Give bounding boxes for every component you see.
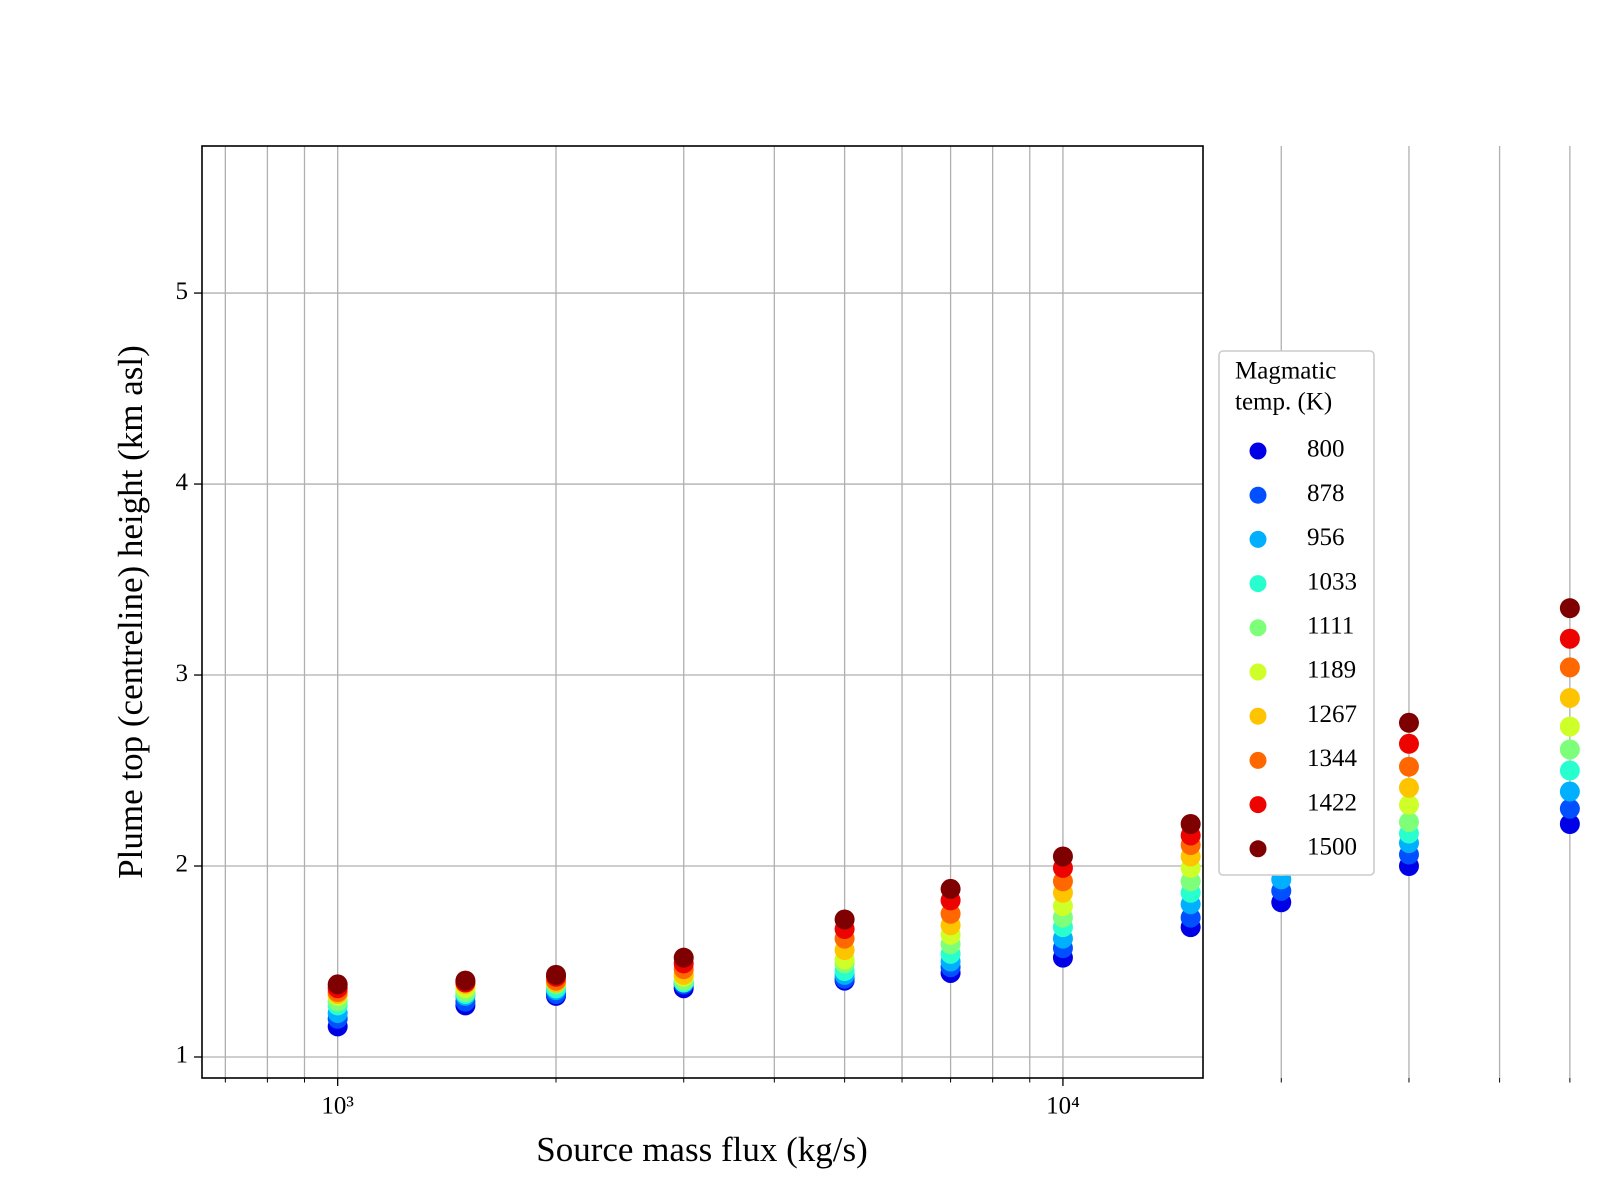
legend-marker [1249,751,1267,769]
legend-marker [1249,619,1267,637]
scatter-point [1559,687,1580,708]
axes-frame [201,145,1204,1079]
scatter-point [673,947,694,968]
scatter-point [1559,739,1580,760]
legend-label: 956 [1307,524,1345,551]
legend-marker [1249,840,1267,858]
scatter-point [1398,812,1419,833]
scatter-point [1398,712,1419,733]
scatter-point [940,878,961,899]
scatter-point [455,970,476,991]
scatter-point [546,964,567,985]
legend-label: 1344 [1307,745,1358,772]
scatter-point [1559,628,1580,649]
legend-marker [1249,575,1267,593]
legend-box [1218,350,1375,876]
legend-label: 878 [1307,480,1345,507]
legend-label: 1111 [1307,613,1354,640]
legend-marker [1249,796,1267,814]
legend-title: temp. (K) [1235,389,1332,416]
legend-marker [1249,530,1267,548]
scatter-point [1559,760,1580,781]
scatter-point [1559,781,1580,802]
legend-label: 800 [1307,436,1345,463]
y-tick-label: 5 [176,278,189,305]
ticks: 10³10⁴10⁵10⁶10⁷12345 [176,278,1571,1120]
legend-label: 1422 [1307,789,1357,816]
scatter-point [1559,813,1580,834]
y-axis-label: Plume top (centreline) height (km asl) [111,345,150,879]
scatter-point [1398,733,1419,754]
scatter-point [834,909,855,930]
scatter-point [1398,756,1419,777]
scatter-point [1180,813,1201,834]
y-tick-label: 4 [176,469,189,496]
plot-area [327,598,1580,1037]
x-axis-label: Source mass flux (kg/s) [536,1130,867,1169]
legend-title: Magmatic [1235,358,1336,385]
y-tick-label: 1 [176,1042,189,1069]
legend-label: 1500 [1307,834,1357,861]
scatter-point [1559,657,1580,678]
legend-label: 1189 [1307,657,1356,684]
legend-marker [1249,663,1267,681]
scatter-point [1559,798,1580,819]
scatter-point [1052,846,1073,867]
scatter-point [1398,777,1419,798]
legend-marker [1249,707,1267,725]
y-tick-label: 3 [176,660,189,687]
scatter-point [1398,794,1419,815]
x-tick-label: 10³ [321,1093,354,1120]
y-tick-label: 2 [176,851,189,878]
legend-marker [1249,486,1267,504]
legend: Magmatic temp. (K) 800 878 956 1033 1111 1189 12… [1235,358,1358,861]
legend-label: 1033 [1307,568,1357,595]
scatter-point [1559,716,1580,737]
grid [202,146,1571,1078]
x-tick-label: 10⁴ [1046,1093,1080,1120]
scatter-point [1559,598,1580,619]
scatter-point [327,974,348,995]
legend-marker [1249,442,1267,460]
legend-label: 1267 [1307,701,1357,728]
